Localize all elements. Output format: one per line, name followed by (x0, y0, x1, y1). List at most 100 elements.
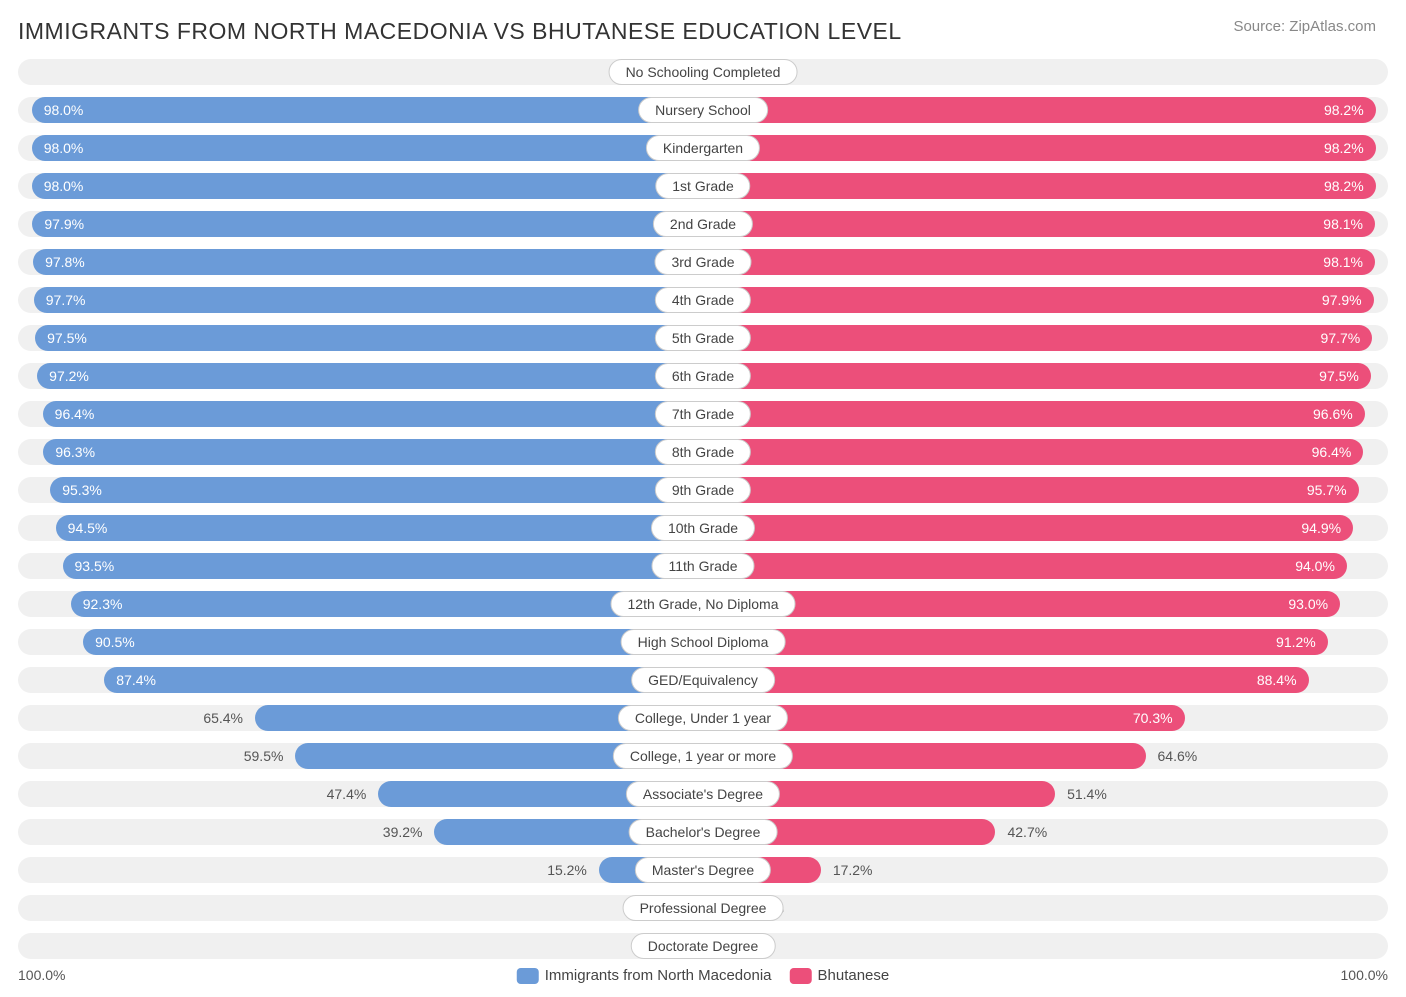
chart-header: IMMIGRANTS FROM NORTH MACEDONIA VS BHUTA… (0, 0, 1406, 55)
category-label: 12th Grade, No Diploma (611, 591, 796, 617)
category-label: 2nd Grade (653, 211, 753, 237)
chart-row: 65.4%70.3%College, Under 1 year (18, 701, 1388, 733)
category-label: Bachelor's Degree (629, 819, 778, 845)
bar-right (703, 477, 1359, 503)
chart-row: 97.9% 98.1% 2nd Grade (18, 207, 1388, 239)
value-right: 94.9% (1289, 515, 1353, 541)
chart-row: 90.5%91.2%High School Diploma (18, 625, 1388, 657)
category-label: College, 1 year or more (613, 743, 793, 769)
chart-row: 1.6%2.3%Doctorate Degree (18, 929, 1388, 961)
bar-left (56, 515, 703, 541)
legend: Immigrants from North Macedonia Bhutanes… (517, 967, 889, 984)
bar-right (703, 97, 1376, 123)
legend-item-right: Bhutanese (790, 967, 890, 984)
category-label: College, Under 1 year (618, 705, 788, 731)
value-left: 97.8% (33, 249, 97, 275)
category-label: 4th Grade (655, 287, 751, 313)
value-left: 96.4% (43, 401, 107, 427)
bar-left (32, 135, 703, 161)
value-left: 15.2% (535, 857, 599, 883)
bar-right (703, 439, 1363, 465)
category-label: 8th Grade (655, 439, 751, 465)
bar-left (83, 629, 703, 655)
value-right: 95.7% (1295, 477, 1359, 503)
bar-left (71, 591, 703, 617)
value-left: 98.0% (32, 135, 96, 161)
chart-row: 94.5%94.9%10th Grade (18, 511, 1388, 543)
chart-row: 95.3%95.7%9th Grade (18, 473, 1388, 505)
value-left: 97.7% (34, 287, 98, 313)
legend-label-right: Bhutanese (818, 967, 890, 984)
bar-right (703, 249, 1375, 275)
chart-row: 2.0%1.8%No Schooling Completed (18, 55, 1388, 87)
value-left: 97.5% (35, 325, 99, 351)
value-right: 94.0% (1283, 553, 1347, 579)
value-right: 96.6% (1301, 401, 1365, 427)
category-label: 1st Grade (655, 173, 750, 199)
bar-right (703, 667, 1309, 693)
value-right: 98.1% (1311, 249, 1375, 275)
value-left: 96.3% (43, 439, 107, 465)
chart-source: Source: ZipAtlas.com (1233, 18, 1376, 35)
value-right: 64.6% (1146, 743, 1210, 769)
value-left: 59.5% (232, 743, 296, 769)
value-left: 39.2% (371, 819, 435, 845)
chart-row: 93.5%94.0%11th Grade (18, 549, 1388, 581)
bar-left (104, 667, 703, 693)
value-right: 70.3% (1121, 705, 1185, 731)
bar-right (703, 135, 1376, 161)
legend-swatch-right (790, 968, 812, 984)
chart-title: IMMIGRANTS FROM NORTH MACEDONIA VS BHUTA… (18, 18, 902, 45)
value-right: 98.1% (1311, 211, 1375, 237)
bar-left (32, 173, 703, 199)
bar-left (43, 439, 703, 465)
bar-right (703, 287, 1374, 313)
chart-row: 4.2%5.4%Professional Degree (18, 891, 1388, 923)
category-label: Associate's Degree (626, 781, 780, 807)
bar-right (703, 173, 1376, 199)
value-left: 97.9% (32, 211, 96, 237)
legend-item-left: Immigrants from North Macedonia (517, 967, 772, 984)
value-right: 98.2% (1312, 173, 1376, 199)
value-right: 96.4% (1300, 439, 1364, 465)
category-label: GED/Equivalency (631, 667, 775, 693)
chart-row: 97.7% 97.9% 4th Grade (18, 283, 1388, 315)
chart-row: 97.8% 98.1% 3rd Grade (18, 245, 1388, 277)
value-left: 92.3% (71, 591, 135, 617)
axis-label-right: 100.0% (1341, 967, 1388, 983)
category-label: 5th Grade (655, 325, 751, 351)
category-label: Nursery School (638, 97, 768, 123)
bar-left (35, 325, 703, 351)
bar-right (703, 325, 1372, 351)
chart-row: 92.3%93.0%12th Grade, No Diploma (18, 587, 1388, 619)
chart-row: 59.5% 64.6% College, 1 year or more (18, 739, 1388, 771)
bar-left (43, 401, 703, 427)
category-label: High School Diploma (621, 629, 786, 655)
bar-left (50, 477, 703, 503)
value-left: 97.2% (37, 363, 101, 389)
value-right: 98.2% (1312, 97, 1376, 123)
chart-row: 15.2%17.2%Master's Degree (18, 853, 1388, 885)
value-right: 88.4% (1245, 667, 1309, 693)
axis-label-left: 100.0% (18, 967, 65, 983)
bar-right (703, 553, 1347, 579)
bar-left (63, 553, 703, 579)
category-label: 9th Grade (655, 477, 751, 503)
category-label: 7th Grade (655, 401, 751, 427)
value-right: 91.2% (1264, 629, 1328, 655)
value-right: 97.5% (1307, 363, 1371, 389)
value-right: 17.2% (821, 857, 885, 883)
chart-row: 98.0%98.2%Nursery School (18, 93, 1388, 125)
chart-row: 97.2%97.5%6th Grade (18, 359, 1388, 391)
category-label: Kindergarten (646, 135, 760, 161)
category-label: 3rd Grade (654, 249, 751, 275)
value-right: 97.9% (1310, 287, 1374, 313)
value-right: 42.7% (995, 819, 1059, 845)
legend-swatch-left (517, 968, 539, 984)
chart-row: 98.0%98.2%Kindergarten (18, 131, 1388, 163)
chart-row: 47.4%51.4%Associate's Degree (18, 777, 1388, 809)
bar-left (33, 249, 703, 275)
bar-right (703, 401, 1365, 427)
chart-row: 39.2% 42.7% Bachelor's Degree (18, 815, 1388, 847)
bar-right (703, 363, 1371, 389)
